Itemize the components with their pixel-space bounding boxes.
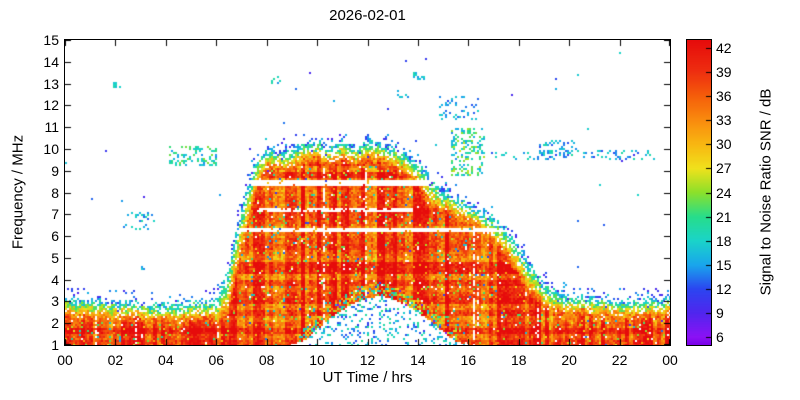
x-tick-label: 20	[561, 352, 577, 368]
x-tick-label: 08	[258, 352, 275, 368]
colorbar-tick-label: 18	[716, 232, 732, 249]
x-tick-label: 14	[410, 352, 426, 368]
colorbar-tick-label: 24	[716, 184, 732, 201]
y-tick-label: 13	[43, 75, 59, 92]
y-tick-label: 9	[51, 162, 59, 179]
y-tick-label: 2	[51, 315, 59, 332]
colorbar-canvas	[687, 40, 711, 345]
plot-frame	[64, 39, 671, 346]
colorbar-tick-label: 9	[716, 304, 724, 321]
y-tick-label: 8	[51, 184, 59, 201]
colorbar-tick-label: 33	[716, 112, 732, 129]
colorbar-label: Signal to Noise Ratio SNR / dB	[757, 88, 775, 296]
y-tick-label: 11	[44, 119, 59, 136]
chart-title: 2026-02-01	[329, 7, 406, 24]
colorbar-frame	[686, 39, 712, 346]
y-tick-label: 4	[51, 271, 59, 288]
colorbar-tick-label: 27	[716, 160, 732, 177]
colorbar-tick-label: 36	[716, 88, 732, 105]
y-tick-label: 10	[43, 140, 59, 157]
colorbar-tick-label: 39	[716, 64, 732, 81]
x-tick-label: 16	[460, 352, 477, 368]
x-tick-label: 10	[309, 352, 325, 368]
y-tick-label: 1	[51, 337, 59, 353]
y-tick-label: 15	[43, 32, 59, 48]
colorbar-tick-label: 21	[716, 208, 732, 225]
colorbar-tick-label: 15	[716, 256, 732, 273]
x-axis-label: UT Time / hrs	[322, 369, 413, 386]
heatmap-canvas	[65, 40, 670, 345]
colorbar-tick-label: 42	[716, 40, 732, 57]
y-tick-label: 14	[43, 53, 59, 70]
x-tick-label: 06	[208, 352, 225, 368]
x-tick-label: 02	[107, 352, 124, 368]
y-tick-label: 3	[51, 293, 59, 310]
y-tick-label: 7	[51, 206, 59, 223]
colorbar-tick-label: 30	[716, 136, 732, 153]
x-tick-label: 22	[611, 352, 628, 368]
colorbar-tick-label: 12	[716, 280, 732, 297]
y-tick-label: 12	[43, 97, 59, 114]
x-tick-label: 00	[57, 352, 73, 368]
y-axis-label: Frequency / MHz	[9, 134, 27, 250]
x-tick-label: 18	[510, 352, 527, 368]
colorbar-tick-label: 6	[716, 328, 724, 345]
y-tick-label: 5	[51, 249, 59, 266]
x-tick-label: 00	[662, 352, 678, 368]
x-tick-label: 12	[359, 352, 376, 368]
y-tick-label: 6	[51, 228, 59, 245]
x-tick-label: 04	[158, 352, 174, 368]
